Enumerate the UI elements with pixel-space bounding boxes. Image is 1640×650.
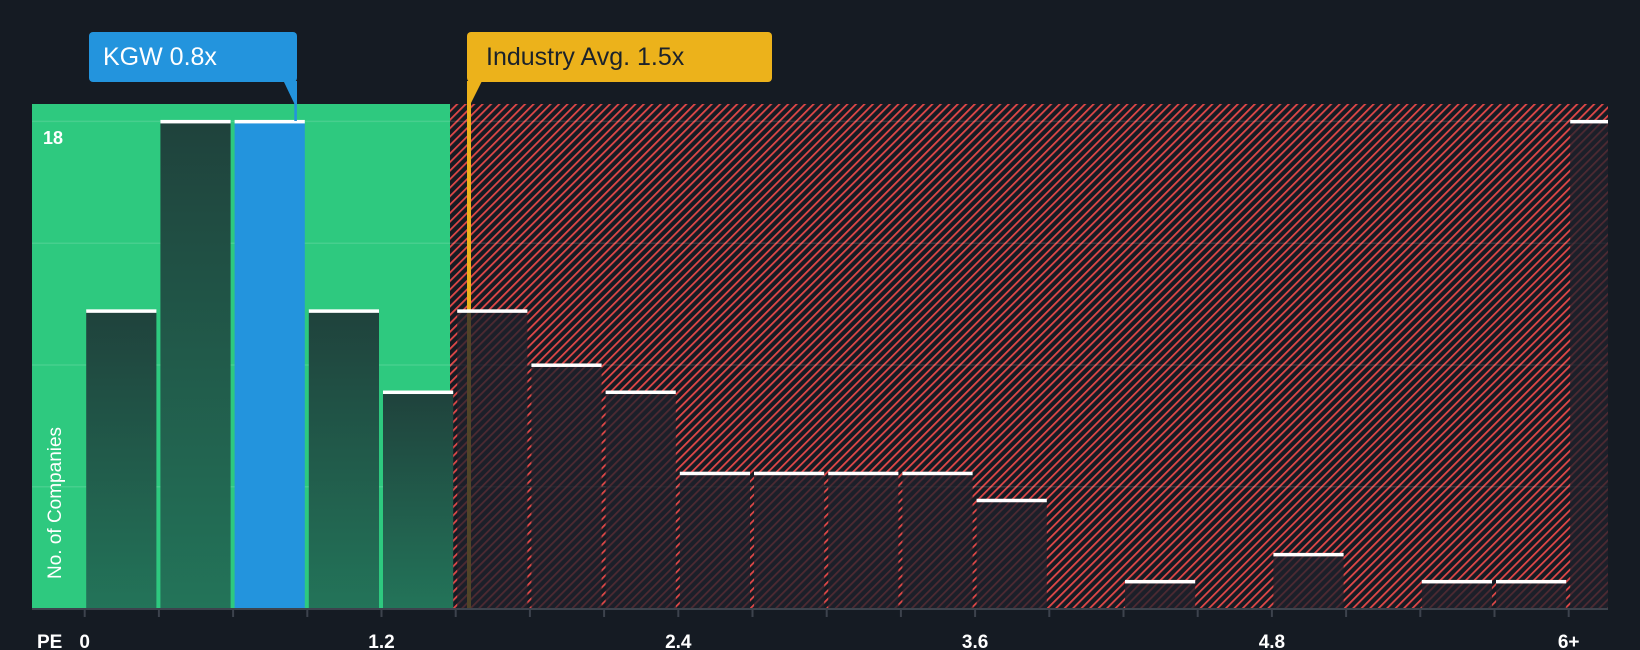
company-marker-line [294, 100, 297, 121]
histogram-bar [1125, 581, 1196, 609]
x-tick-label: 1.2 [368, 632, 394, 650]
histogram-bar [605, 392, 676, 609]
histogram-bar [976, 500, 1047, 609]
bar-cap [160, 119, 231, 124]
x-tick-label: 6+ [1558, 632, 1580, 650]
histogram-bar [308, 310, 379, 609]
histogram-bar [1421, 581, 1492, 609]
bar-cap [679, 471, 750, 476]
bar-cap [754, 471, 825, 476]
histogram-bar [1570, 121, 1608, 609]
bar-cap [86, 309, 157, 313]
x-tick-label: 0 [79, 632, 90, 650]
x-tick-label: 4.8 [1259, 632, 1285, 650]
histogram-bar [1496, 581, 1567, 609]
bar-cap [234, 119, 305, 124]
histogram-bar [457, 310, 528, 609]
bar-cap [308, 309, 379, 313]
x-axis-title: PE [37, 632, 62, 650]
company-callout-pointer [283, 81, 297, 104]
industry-marker-top [467, 81, 471, 110]
bar-cap [605, 390, 676, 395]
bar-cap [1273, 552, 1344, 557]
company-pe-callout: KGW 0.8x [89, 32, 297, 82]
histogram-bar [86, 310, 157, 609]
bar-cap [902, 471, 973, 476]
bar-cap [457, 309, 528, 313]
histogram-bar [828, 473, 899, 609]
highlighted-bar [234, 121, 305, 609]
x-tick-label: 2.4 [665, 632, 692, 650]
x-tick-label: 3.6 [962, 632, 988, 650]
histogram-bar [902, 473, 973, 609]
bar-cap [531, 363, 602, 367]
histogram-bar [160, 121, 231, 609]
histogram-bar [754, 473, 825, 609]
industry-average-callout: Industry Avg. 1.5x [467, 32, 772, 82]
bar-cap [1570, 119, 1608, 124]
histogram-bar [531, 364, 602, 609]
histogram-bar [679, 473, 750, 609]
y-axis-title: No. of Companies [45, 427, 66, 579]
bar-cap [976, 498, 1047, 503]
bar-cap [1125, 579, 1196, 584]
bar-cap [828, 471, 899, 476]
histogram-bar [1273, 554, 1344, 609]
bar-cap [383, 390, 454, 395]
y-tick-label: 18 [43, 128, 63, 148]
bar-cap [1496, 579, 1567, 584]
histogram-bar [383, 392, 454, 609]
bar-cap [1421, 579, 1492, 584]
